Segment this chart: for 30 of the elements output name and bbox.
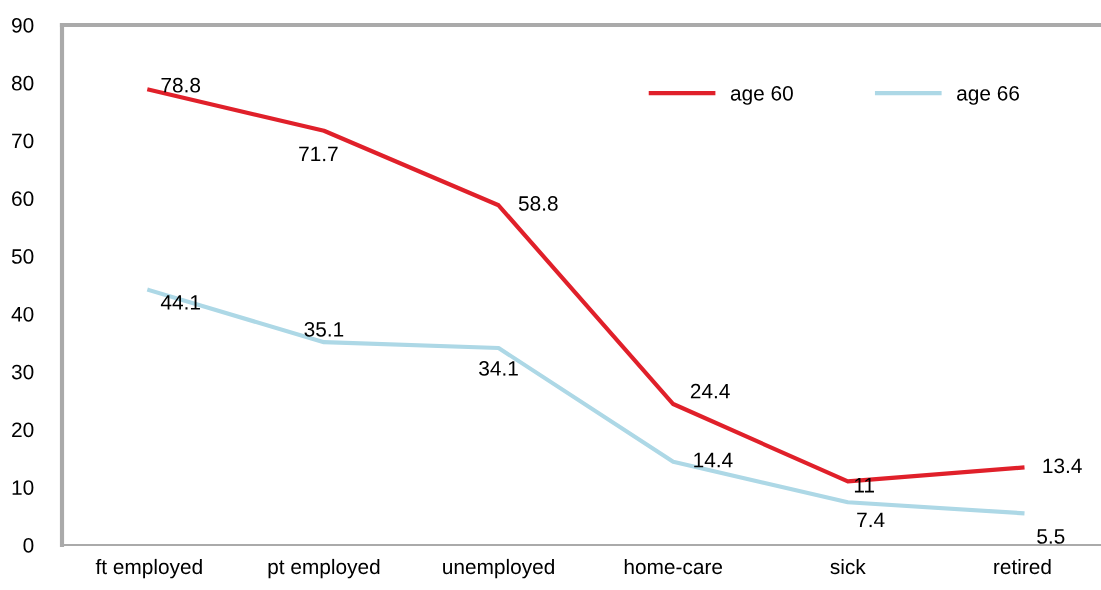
data-label: 44.1 xyxy=(160,295,200,310)
data-label: 5.5 xyxy=(1037,529,1065,544)
y-tick-label: 40 xyxy=(11,306,34,322)
y-tick-label: 10 xyxy=(12,480,34,495)
data-label: 11 xyxy=(854,478,874,493)
data-label: 58.8 xyxy=(518,196,558,211)
y-tick-label: 80 xyxy=(11,75,34,91)
x-tick-label: sick xyxy=(830,558,866,575)
y-tick-label: 0 xyxy=(23,538,34,553)
legend-label: age 60 xyxy=(730,85,793,105)
y-tick-label: 90 xyxy=(12,18,34,33)
y-tick-label: 30 xyxy=(11,364,34,380)
y-tick-label: 60 xyxy=(12,191,34,207)
data-label: 7.4 xyxy=(857,512,885,528)
x-tick-label: pt employed xyxy=(268,558,380,579)
data-label: 24.4 xyxy=(690,383,730,399)
y-tick-label: 20 xyxy=(12,422,34,438)
y-tick-label: 70 xyxy=(12,133,34,149)
x-tick-label: unemployed xyxy=(443,558,554,579)
x-tick-label: ft employed xyxy=(95,558,202,579)
legend-label: age 66 xyxy=(957,85,1019,105)
data-label: 34.1 xyxy=(479,361,518,376)
data-label: 71.7 xyxy=(299,146,338,162)
data-label: 78.8 xyxy=(161,77,201,93)
x-tick-label: retired xyxy=(994,558,1051,575)
data-label: 14.4 xyxy=(694,452,733,468)
data-label: 13.4 xyxy=(1043,458,1082,474)
y-tick-label: 50 xyxy=(11,249,34,264)
data-label: 35.1 xyxy=(304,321,344,337)
x-tick-label: home-care xyxy=(624,558,723,575)
